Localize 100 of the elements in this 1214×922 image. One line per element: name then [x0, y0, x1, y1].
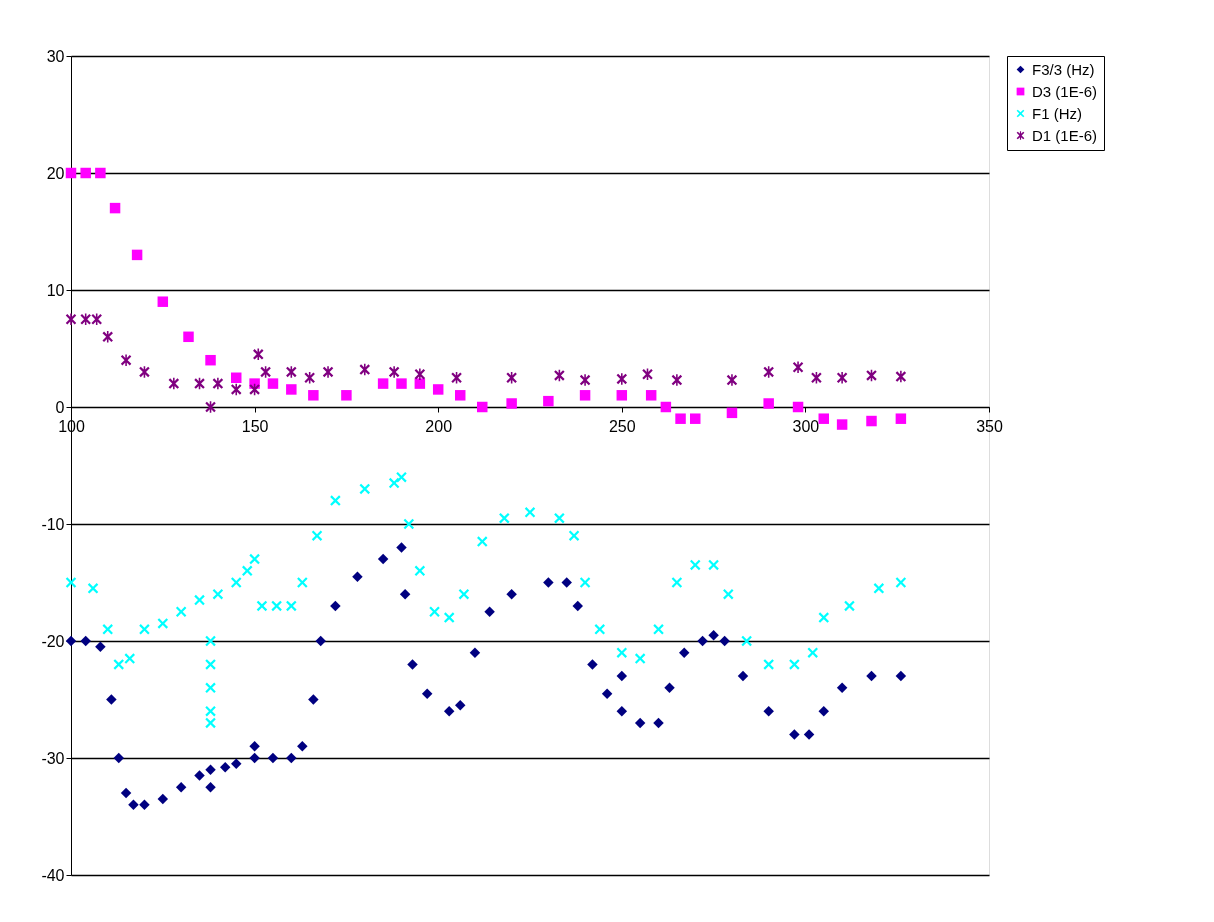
point: [792, 401, 804, 413]
point: [286, 366, 297, 378]
point: [131, 249, 143, 261]
point: [568, 530, 580, 541]
point: [866, 670, 877, 682]
x-tick-label: 150: [241, 417, 269, 435]
point: [139, 366, 150, 378]
x-tick-label: 350: [976, 417, 1003, 435]
point: [616, 390, 628, 401]
point: [267, 378, 279, 389]
point: [554, 512, 565, 524]
point: [113, 659, 124, 670]
point: [895, 670, 907, 682]
point: [645, 390, 657, 401]
point: [249, 553, 260, 565]
point: [653, 717, 664, 729]
point: [895, 370, 907, 383]
point: [723, 588, 734, 600]
point: [175, 606, 187, 617]
point: [65, 167, 77, 179]
point: [308, 694, 319, 705]
point: [205, 682, 216, 694]
point: [675, 413, 686, 424]
point: [726, 407, 738, 419]
point: [194, 770, 205, 781]
point: [396, 542, 407, 553]
point: [803, 729, 815, 740]
point: [330, 495, 341, 506]
point: [102, 331, 113, 343]
point: [414, 378, 426, 389]
point: [311, 530, 323, 541]
point: [102, 624, 113, 635]
point: [256, 600, 268, 612]
y-tick-label: 10: [46, 281, 65, 299]
point: [458, 588, 470, 600]
y-tick-label: -20: [41, 632, 65, 650]
point: [836, 419, 848, 430]
point: [726, 374, 738, 386]
point: [168, 377, 180, 390]
point: [836, 682, 848, 694]
point: [469, 647, 481, 658]
point: [106, 694, 117, 705]
point: [113, 752, 124, 764]
point: [65, 577, 77, 588]
point: [477, 536, 488, 547]
x-tick-label: 250: [608, 417, 636, 435]
point: [690, 559, 701, 571]
point: [65, 313, 77, 326]
point: [212, 377, 224, 390]
point: [671, 374, 683, 386]
x-tick-label: 300: [792, 417, 820, 435]
point: [359, 363, 370, 376]
point: [616, 373, 628, 385]
point: [708, 629, 719, 641]
point: [242, 565, 253, 577]
legend-label: D1 (1E-6): [1032, 126, 1098, 144]
point: [157, 618, 169, 629]
point: [396, 378, 407, 389]
point: [231, 383, 242, 396]
point: [789, 659, 800, 670]
point: [524, 507, 536, 518]
y-tick-label: -10: [41, 515, 65, 533]
point: [352, 571, 363, 582]
point: [388, 477, 400, 489]
point: [634, 653, 646, 664]
point: [286, 384, 297, 395]
point: [678, 647, 690, 658]
point: [429, 606, 440, 617]
x-tick-label: 200: [425, 417, 453, 435]
point: [579, 577, 591, 588]
point: [587, 659, 598, 670]
point: [231, 577, 242, 588]
point: [873, 583, 885, 594]
point: [109, 202, 121, 214]
legend-label: D3 (1E-6): [1032, 82, 1098, 100]
point: [249, 741, 260, 752]
point: [183, 331, 194, 343]
point: [763, 659, 774, 670]
point: [87, 583, 99, 594]
point: [205, 659, 216, 670]
point: [421, 688, 433, 699]
point: [499, 512, 510, 524]
point: [660, 401, 672, 413]
point: [80, 635, 91, 647]
point: [579, 374, 591, 386]
point: [616, 670, 628, 682]
point: [697, 635, 708, 647]
point: [807, 647, 818, 658]
point: [377, 553, 389, 565]
point: [616, 647, 628, 658]
point: [432, 384, 444, 395]
point: [895, 577, 907, 588]
point: [330, 600, 341, 612]
point: [65, 635, 77, 647]
point: [719, 635, 730, 647]
point: [157, 793, 169, 805]
point: [205, 705, 216, 717]
point: [792, 361, 804, 373]
point: [286, 752, 297, 764]
point: [219, 762, 231, 773]
